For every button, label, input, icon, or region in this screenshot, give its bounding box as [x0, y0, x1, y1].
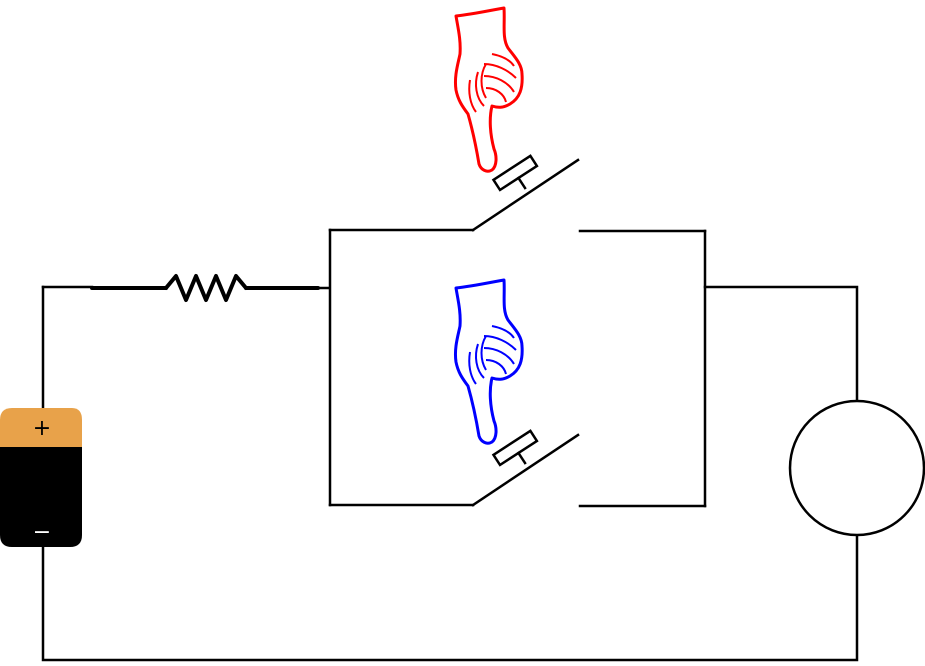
battery-positive-label: +: [33, 416, 51, 441]
lower-switch: [328, 429, 707, 508]
resistor: [90, 274, 320, 302]
battery-negative-label: −: [33, 520, 51, 545]
battery-cap: [0, 408, 82, 447]
upper-switch: [328, 154, 707, 233]
wire-right-to-bulb: [703, 285, 859, 402]
battery-body: [0, 447, 82, 547]
light-bulb: [788, 399, 925, 537]
blue-pointing-hand-icon: [453, 278, 524, 445]
battery: + −: [0, 408, 82, 547]
wire-left-node: [316, 228, 332, 507]
red-pointing-hand-icon: [453, 6, 524, 173]
wire-bottom-loop: [41, 534, 859, 662]
